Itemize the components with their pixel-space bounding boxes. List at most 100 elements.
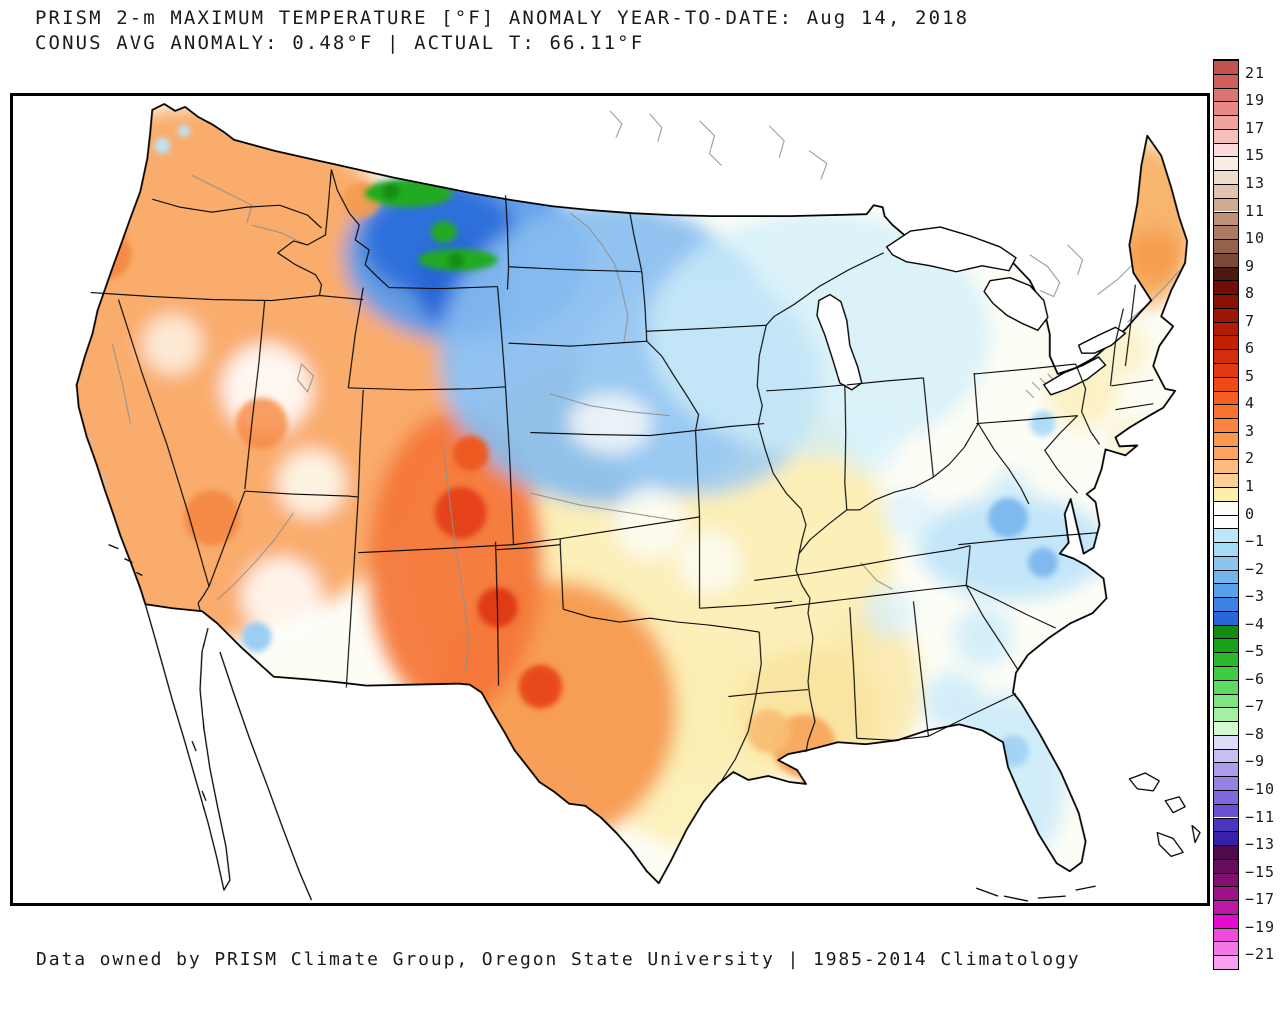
colorbar-cell <box>1214 115 1238 129</box>
colorbar <box>1213 59 1239 970</box>
colorbar-tick-label: −13 <box>1245 835 1276 854</box>
colorbar-cell <box>1214 431 1238 446</box>
attribution-text: Data owned by PRISM Climate Group, Orego… <box>36 949 1081 970</box>
colorbar-cell <box>1214 170 1238 184</box>
colorbar-cell <box>1214 252 1238 267</box>
figure-title: PRISM 2-m MAXIMUM TEMPERATURE [°F] ANOMA… <box>35 7 970 29</box>
colorbar-tick-label: −3 <box>1245 587 1266 606</box>
colorbar-cell <box>1214 528 1238 543</box>
colorbar-tick-label: 7 <box>1245 311 1256 330</box>
colorbar-cell <box>1214 955 1238 969</box>
colorbar-tick-label: −19 <box>1245 917 1276 936</box>
colorbar-tick-label: 19 <box>1245 91 1266 110</box>
colorbar-cell <box>1214 555 1238 570</box>
colorbar-tick-label: 9 <box>1245 256 1256 275</box>
colorbar-cell <box>1214 60 1238 74</box>
colorbar-tick-label: 4 <box>1245 394 1256 413</box>
colorbar-cell <box>1214 183 1238 198</box>
colorbar-cell <box>1214 390 1238 405</box>
colorbar-tick-label: 5 <box>1245 366 1256 385</box>
foreign-coastlines <box>108 544 1201 902</box>
colorbar-cell <box>1214 638 1238 653</box>
colorbar-tick-label: −8 <box>1245 724 1266 743</box>
colorbar-cell <box>1214 156 1238 171</box>
colorbar-cell <box>1214 459 1238 474</box>
colorbar-tick-label: −17 <box>1245 890 1276 909</box>
colorbar-cell <box>1214 900 1238 914</box>
colorbar-cell <box>1214 404 1238 419</box>
lake-superior <box>885 226 1017 273</box>
colorbar-tick-label: −1 <box>1245 532 1266 551</box>
colorbar-cell <box>1214 211 1238 226</box>
colorbar-tick-label: 1 <box>1245 476 1256 495</box>
colorbar-cell <box>1214 583 1238 598</box>
colorbar-cell <box>1214 721 1238 735</box>
colorbar-cell <box>1214 597 1238 611</box>
colorbar-cell <box>1214 445 1238 460</box>
colorbar-cell <box>1214 913 1238 928</box>
colorbar-cell <box>1214 239 1238 253</box>
colorbar-cell <box>1214 73 1238 88</box>
canada-mexico-geography <box>112 110 1180 672</box>
colorbar-cell <box>1214 831 1238 846</box>
colorbar-tick-label: 11 <box>1245 201 1266 220</box>
colorbar-cell <box>1214 500 1238 515</box>
colorbar-tick-label: −11 <box>1245 807 1276 826</box>
colorbar-tick-label: 17 <box>1245 118 1266 137</box>
colorbar-cell <box>1214 858 1238 873</box>
colorbar-cell <box>1214 789 1238 804</box>
colorbar-cell <box>1214 514 1238 529</box>
colorbar-cell <box>1214 776 1238 790</box>
colorbar-cell <box>1214 486 1238 501</box>
map-frame <box>10 93 1210 906</box>
colorbar-cell <box>1214 294 1238 308</box>
state-borders <box>90 169 1154 782</box>
colorbar-cell <box>1214 872 1238 887</box>
colorbar-labels: 21 19 17 15 13 11 10 9 8 7 6 5 4 3 2 1 0 −1 −2 −3 −4 −5 −6 −7 −8… <box>1245 59 1280 970</box>
colorbar-cell <box>1214 762 1238 777</box>
colorbar-tick-label: −5 <box>1245 642 1266 661</box>
colorbar-cell <box>1214 225 1238 240</box>
colorbar-cell <box>1214 817 1238 832</box>
colorbar-cell <box>1214 666 1238 680</box>
lake-erie <box>1043 356 1107 396</box>
colorbar-cell <box>1214 363 1238 377</box>
colorbar-cell <box>1214 128 1238 143</box>
colorbar-cell <box>1214 266 1238 281</box>
colorbar-tick-label: −7 <box>1245 697 1266 716</box>
colorbar-cell <box>1214 927 1238 942</box>
colorbar-cell <box>1214 101 1238 116</box>
colorbar-cell <box>1214 624 1238 639</box>
colorbar-tick-label: 21 <box>1245 63 1266 82</box>
colorbar-tick-label: 10 <box>1245 229 1266 248</box>
colorbar-tick-label: −21 <box>1245 945 1276 964</box>
colorbar-cell <box>1214 652 1238 666</box>
colorbar-cell <box>1214 87 1238 102</box>
colorbar-tick-label: 15 <box>1245 146 1266 165</box>
colorbar-tick-label: −10 <box>1245 779 1276 798</box>
colorbar-cell <box>1214 941 1238 956</box>
conus-anomaly-map <box>75 103 1201 902</box>
colorbar-cell <box>1214 335 1238 350</box>
colorbar-cell <box>1214 610 1238 625</box>
figure-subtitle: CONUS AVG ANOMALY: 0.48°F | ACTUAL T: 66… <box>35 32 645 54</box>
lake-ontario <box>1077 326 1127 354</box>
colorbar-tick-label: −4 <box>1245 614 1266 633</box>
colorbar-cell <box>1214 280 1238 295</box>
colorbar-tick-label: 13 <box>1245 173 1266 192</box>
colorbar-tick-label: −2 <box>1245 559 1266 578</box>
colorbar-cell <box>1214 197 1238 212</box>
colorbar-cell <box>1214 349 1238 363</box>
colorbar-tick-label: −9 <box>1245 752 1266 771</box>
colorbar-tick-label: 2 <box>1245 449 1256 468</box>
colorbar-cell <box>1214 845 1238 859</box>
colorbar-tick-label: −6 <box>1245 669 1266 688</box>
colorbar-cell <box>1214 321 1238 336</box>
colorbar-tick-label: 0 <box>1245 504 1256 523</box>
colorbar-cell <box>1214 707 1238 722</box>
colorbar-cell <box>1214 418 1238 432</box>
colorbar-cell <box>1214 142 1238 157</box>
colorbar-cell <box>1214 734 1238 749</box>
lake-huron <box>983 276 1049 331</box>
